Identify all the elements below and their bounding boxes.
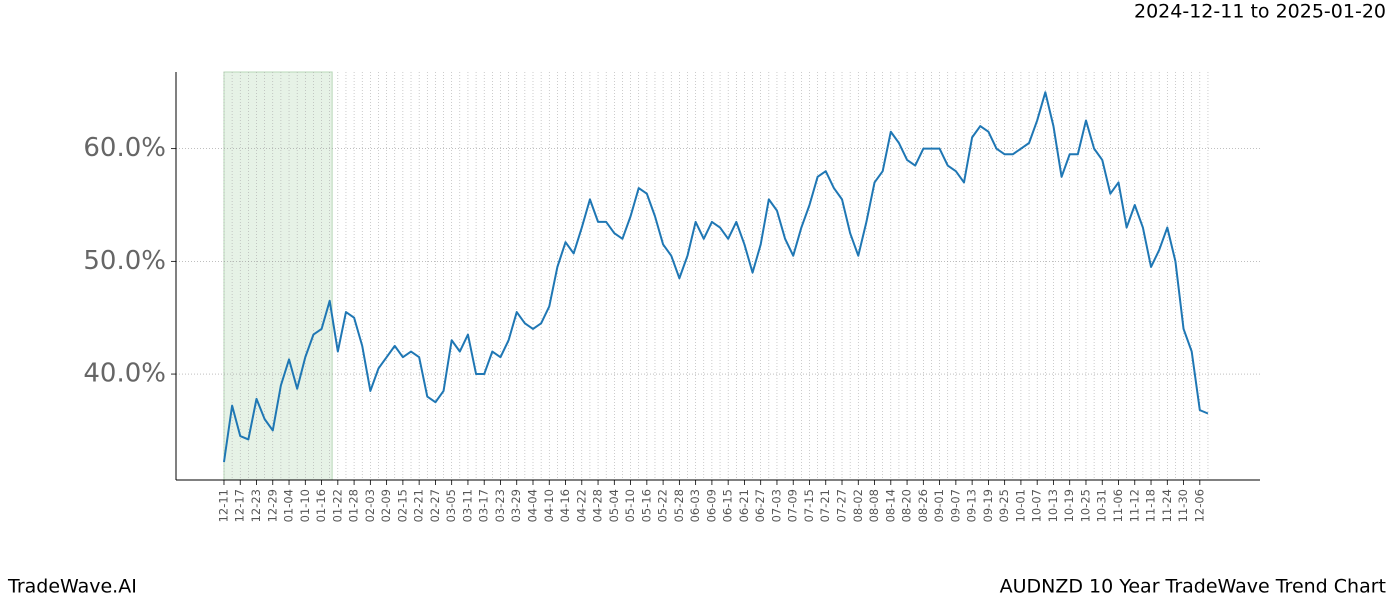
x-tick-label: 12-23 — [249, 489, 263, 522]
x-tick-label: 02-15 — [395, 489, 409, 522]
y-tick-label: 40.0% — [83, 359, 166, 389]
x-tick-label: 07-15 — [802, 489, 816, 522]
x-tick-label: 04-10 — [542, 489, 556, 522]
x-tick-label: 05-22 — [656, 489, 670, 522]
x-tick-label: 10-01 — [1013, 489, 1027, 522]
x-tick-label: 04-16 — [558, 489, 572, 522]
x-tick-label: 04-22 — [574, 489, 588, 522]
x-tick-label: 11-24 — [1160, 489, 1174, 522]
x-tick-label: 07-03 — [769, 489, 783, 522]
x-tick-label: 03-17 — [477, 489, 491, 522]
chart-title: AUDNZD 10 Year TradeWave Trend Chart — [1000, 576, 1386, 598]
x-tick-label: 11-06 — [1111, 489, 1125, 522]
x-tick-label: 08-08 — [867, 489, 881, 522]
x-tick-label: 06-03 — [688, 489, 702, 522]
x-tick-label: 01-10 — [298, 489, 312, 522]
x-tick-label: 07-27 — [835, 489, 849, 522]
x-tick-label: 09-13 — [965, 489, 979, 522]
x-tick-label: 10-13 — [1046, 489, 1060, 522]
x-tick-label: 03-11 — [460, 489, 474, 522]
highlight-band — [223, 71, 333, 481]
x-tick-label: 05-28 — [672, 489, 686, 522]
x-tick-label: 10-31 — [1095, 489, 1109, 522]
x-tick-label: 09-25 — [997, 489, 1011, 522]
x-tick-label: 01-04 — [282, 489, 296, 522]
x-tick-label: 01-16 — [314, 489, 328, 522]
x-tick-label: 08-14 — [883, 489, 897, 522]
x-tick-label: 05-10 — [623, 489, 637, 522]
x-tick-label: 01-28 — [347, 489, 361, 522]
x-tick-label: 10-19 — [1062, 489, 1076, 522]
x-tick-label: 02-21 — [412, 489, 426, 522]
x-tick-label: 11-18 — [1144, 489, 1158, 522]
x-tick-label: 03-29 — [509, 489, 523, 522]
x-tick-label: 12-17 — [233, 489, 247, 522]
x-tick-label: 09-07 — [948, 489, 962, 522]
x-tick-label: 06-09 — [704, 489, 718, 522]
x-tick-label: 06-21 — [737, 489, 751, 522]
x-tick-label: 08-20 — [900, 489, 914, 522]
x-tick-label: 12-29 — [265, 489, 279, 522]
x-tick-label: 05-16 — [639, 489, 653, 522]
x-tick-label: 02-27 — [428, 489, 442, 522]
x-tick-label: 12-06 — [1192, 489, 1206, 522]
y-tick-label: 60.0% — [83, 133, 166, 163]
x-tick-label: 03-23 — [493, 489, 507, 522]
x-tick-label: 09-19 — [981, 489, 995, 522]
x-tick-label: 06-15 — [721, 489, 735, 522]
x-tick-label: 03-05 — [444, 489, 458, 522]
y-tick-label: 50.0% — [83, 246, 166, 276]
x-tick-label: 06-27 — [753, 489, 767, 522]
date-range: 2024-12-11 to 2025-01-20 — [1134, 1, 1386, 23]
line — [222, 91, 1209, 463]
x-tick-label: 04-28 — [591, 489, 605, 522]
x-tick-label: 04-04 — [525, 489, 539, 522]
x-tick-label: 11-30 — [1176, 489, 1190, 522]
x-tick-label: 12-11 — [216, 489, 230, 522]
x-tick-label: 05-04 — [607, 489, 621, 522]
x-tick-label: 10-25 — [1078, 489, 1092, 522]
x-tick-label: 08-26 — [916, 489, 930, 522]
brand: TradeWave.AI — [7, 576, 137, 598]
x-tick-label: 07-21 — [818, 489, 832, 522]
x-tick-label: 09-01 — [932, 489, 946, 522]
x-tick-label: 08-02 — [851, 489, 865, 522]
x-tick-label: 01-22 — [330, 489, 344, 522]
x-tick-label: 02-09 — [379, 489, 393, 522]
x-tick-label: 11-12 — [1127, 489, 1141, 522]
x-tick-label: 10-07 — [1030, 489, 1044, 522]
x-tick-label: 07-09 — [786, 489, 800, 522]
x-tick-label: 02-03 — [363, 489, 377, 522]
